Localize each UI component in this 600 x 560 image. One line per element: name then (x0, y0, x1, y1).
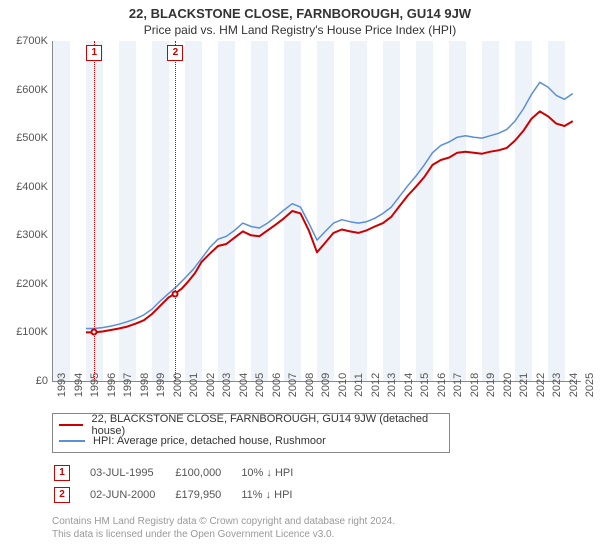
y-axis-label: £0 (6, 375, 48, 387)
chart: 12 £0£100K£200K£300K£400K£500K£600K£700K… (10, 41, 590, 411)
x-axis-label: 1999 (155, 373, 167, 397)
x-axis-label: 2014 (403, 373, 415, 397)
series-line-property (86, 111, 573, 332)
x-axis-label: 2013 (386, 373, 398, 397)
series-line-hpi (86, 82, 573, 328)
sale-row: 1 03-JUL-1995£100,00010% ↓ HPI (54, 463, 311, 483)
x-axis-label: 1995 (89, 373, 101, 397)
sales-table: 1 03-JUL-1995£100,00010% ↓ HPI 2 02-JUN-200… (52, 461, 313, 507)
x-axis-label: 2017 (452, 373, 464, 397)
x-axis-label: 1997 (122, 373, 134, 397)
sale-row: 2 02-JUN-2000£179,95011% ↓ HPI (54, 485, 311, 505)
x-axis-label: 2022 (535, 373, 547, 397)
x-axis-label: 1996 (106, 373, 118, 397)
y-axis-label: £600K (6, 84, 48, 96)
x-axis-label: 2020 (502, 373, 514, 397)
footnote-line-2: This data is licensed under the Open Gov… (52, 528, 600, 541)
x-axis-label: 2025 (584, 373, 596, 397)
legend-label-property: 22, BLACKSTONE CLOSE, FARNBOROUGH, GU14 … (91, 413, 443, 437)
y-axis-label: £400K (6, 181, 48, 193)
legend-item-property: 22, BLACKSTONE CLOSE, FARNBOROUGH, GU14 … (59, 417, 443, 433)
sale-row-delta: 10% ↓ HPI (241, 463, 311, 483)
x-axis-label: 2021 (518, 373, 530, 397)
sale-row-badge: 1 (54, 465, 70, 481)
x-axis-label: 2010 (337, 373, 349, 397)
legend-label-hpi: HPI: Average price, detached house, Rush… (93, 435, 326, 447)
legend: 22, BLACKSTONE CLOSE, FARNBOROUGH, GU14 … (52, 413, 450, 453)
y-axis-label: £200K (6, 278, 48, 290)
sale-dot (172, 290, 179, 297)
x-axis-label: 2009 (320, 373, 332, 397)
footnote-line-1: Contains HM Land Registry data © Crown c… (52, 515, 600, 528)
page-title: 22, BLACKSTONE CLOSE, FARNBOROUGH, GU14 … (0, 6, 600, 21)
sale-row-price: £179,950 (175, 485, 239, 505)
x-axis-label: 2012 (370, 373, 382, 397)
y-axis-label: £300K (6, 229, 48, 241)
page-subtitle: Price paid vs. HM Land Registry's House … (0, 23, 600, 37)
x-axis-label: 2004 (238, 373, 250, 397)
sale-row-date: 02-JUN-2000 (90, 485, 173, 505)
x-axis-label: 2001 (188, 373, 200, 397)
y-axis-label: £500K (6, 132, 48, 144)
footnote: Contains HM Land Registry data © Crown c… (52, 515, 600, 541)
x-axis-label: 1993 (56, 373, 68, 397)
sale-marker-badge: 1 (86, 45, 102, 61)
sale-row-delta: 11% ↓ HPI (241, 485, 311, 505)
sale-marker-badge: 2 (167, 45, 183, 61)
x-axis-label: 2018 (469, 373, 481, 397)
x-axis-label: 2003 (221, 373, 233, 397)
x-axis-label: 2007 (287, 373, 299, 397)
y-axis-label: £100K (6, 326, 48, 338)
x-axis-label: 2019 (485, 373, 497, 397)
x-axis-label: 2024 (568, 373, 580, 397)
x-axis-label: 2015 (419, 373, 431, 397)
x-axis-label: 2006 (271, 373, 283, 397)
x-axis-label: 2005 (254, 373, 266, 397)
sale-row-price: £100,000 (175, 463, 239, 483)
x-axis-label: 1998 (139, 373, 151, 397)
x-axis-label: 2023 (551, 373, 563, 397)
sale-dot (91, 329, 98, 336)
legend-swatch-property (59, 424, 83, 426)
sale-row-badge: 2 (54, 487, 70, 503)
chart-lines (53, 41, 581, 381)
sale-marker-line (175, 41, 176, 381)
x-axis-label: 2002 (205, 373, 217, 397)
x-axis-label: 2000 (172, 373, 184, 397)
y-axis-label: £700K (6, 35, 48, 47)
sale-row-date: 03-JUL-1995 (90, 463, 173, 483)
x-axis-label: 2008 (304, 373, 316, 397)
legend-swatch-hpi (59, 440, 85, 442)
x-axis-label: 2016 (436, 373, 448, 397)
x-axis-label: 1994 (73, 373, 85, 397)
plot-area: 12 (52, 41, 581, 382)
x-axis-label: 2011 (353, 373, 365, 397)
